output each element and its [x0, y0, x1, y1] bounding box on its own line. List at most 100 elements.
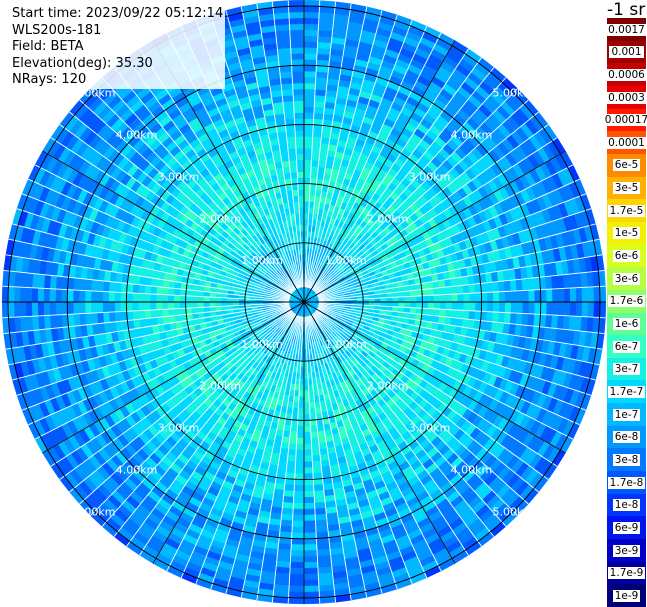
range-gate-cell [303, 130, 314, 137]
range-gate-cell [557, 301, 565, 316]
range-gate-cell [1, 285, 9, 303]
range-gate-cell [313, 100, 326, 108]
range-gate-cell [303, 544, 318, 551]
range-gate-cell [528, 301, 536, 315]
range-gate-cell [498, 291, 506, 303]
range-gate-cell [132, 301, 139, 312]
range-gate-cell [108, 301, 116, 313]
range-gate-cell [303, 76, 317, 84]
range-gate-cell [132, 310, 140, 321]
range-gate-cell [510, 290, 518, 303]
range-gate-cell [303, 431, 312, 439]
range-gate-cell [439, 301, 447, 310]
range-gate-cell [303, 579, 320, 587]
range-gate-cell [149, 301, 157, 311]
range-gate-cell [303, 467, 314, 474]
range-gate-cell [78, 289, 86, 303]
range-gate-cell [173, 288, 181, 296]
range-gate-cell [427, 288, 435, 296]
range-gate-cell [197, 296, 204, 303]
range-gate-cell [445, 286, 453, 295]
range-gate-cell [439, 294, 447, 303]
range-gate-cell [310, 437, 320, 445]
range-gate-cell [569, 301, 577, 317]
range-gate-cell [292, 508, 305, 516]
range-gate-cell [290, 425, 298, 433]
range-gate-cell [303, 106, 315, 114]
range-gate-cell [280, 513, 294, 521]
range-gate-cell [288, 437, 298, 445]
range-gate-cell [310, 171, 318, 179]
range-gate-cell [303, 473, 314, 480]
range-gate-cell [486, 281, 494, 293]
range-gate-cell [303, 59, 317, 66]
range-gate-cell [510, 301, 518, 314]
range-gate-cell [96, 301, 104, 314]
range-gate-cell [421, 301, 429, 309]
range-gate-cell [132, 292, 139, 303]
range-gate-cell [303, 141, 313, 149]
range-gate-cell [314, 501, 326, 510]
range-gate-cell [509, 279, 518, 292]
range-gate-cell [303, 496, 315, 504]
range-gate-cell [287, 454, 297, 462]
range-gate-cell [173, 308, 181, 316]
range-gate-cell [451, 293, 459, 303]
range-gate-cell [161, 286, 169, 296]
range-gate-cell [492, 311, 500, 323]
range-gate-cell [179, 295, 187, 303]
range-gate-cell [155, 301, 163, 310]
range-gate-cell [456, 309, 464, 319]
range-gate-cell [90, 312, 99, 325]
range-gate-cell [503, 280, 512, 292]
range-gate-cell [155, 294, 163, 303]
range-gate-cell [534, 289, 542, 303]
range-gate-cell [314, 94, 326, 103]
range-gate-cell [416, 301, 423, 309]
range-gate-cell [13, 301, 21, 318]
range-gate-cell [540, 289, 547, 303]
range-gate-cell [155, 286, 163, 295]
range-gate-cell [143, 293, 151, 303]
range-gate-cell [462, 310, 470, 320]
range-gate-cell [132, 283, 140, 294]
range-gate-cell [290, 555, 305, 563]
range-gate-cell [303, 64, 317, 72]
range-gate-cell [13, 286, 21, 303]
range-gate-cell [285, 466, 296, 474]
range-gate-cell [313, 490, 325, 498]
range-gate-cell [150, 309, 158, 319]
range-gate-cell [303, 147, 313, 155]
range-gate-cell [563, 301, 571, 317]
range-gate-cell [303, 490, 315, 498]
range-gate-cell [303, 189, 311, 196]
range-gate-cell [498, 280, 506, 293]
range-gate-cell [292, 502, 305, 510]
range-gate-cell [303, 567, 319, 575]
range-gate-cell [557, 288, 565, 303]
range-gate-cell [291, 532, 305, 540]
range-gate-cell [108, 311, 116, 323]
range-gate-cell [295, 449, 305, 457]
range-gate-cell [311, 448, 321, 456]
range-gate-cell [66, 301, 74, 315]
range-gate-cell [487, 301, 494, 313]
range-gate-cell [451, 301, 459, 311]
range-gate-cell [303, 573, 319, 581]
range-gate-cell [581, 286, 589, 303]
range-gate-cell [303, 396, 310, 403]
range-gate-cell [303, 100, 315, 108]
range-gate-cell [468, 283, 476, 294]
range-gate-cell [303, 461, 313, 469]
range-gate-cell [421, 288, 429, 297]
range-gate-cell [563, 287, 571, 303]
range-gate-cell [84, 290, 92, 303]
range-gate-cell [283, 484, 295, 492]
range-gate-cell [143, 301, 151, 311]
range-gate-cell [303, 449, 313, 457]
range-gate-cell [37, 301, 45, 317]
range-gate-cell [581, 301, 589, 318]
range-gate-cell [587, 286, 595, 303]
range-gate-cell [410, 301, 417, 309]
range-gate-cell [303, 384, 309, 392]
